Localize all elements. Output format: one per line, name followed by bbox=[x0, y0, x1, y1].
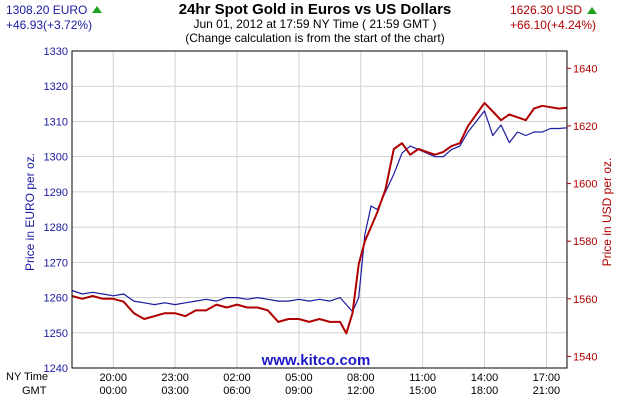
chart-title: 24hr Spot Gold in Euros vs US Dollars bbox=[178, 1, 452, 18]
x-tick-label-ny: 05:00 bbox=[285, 372, 313, 384]
right-tick-label: 1580 bbox=[573, 236, 597, 248]
left-axis-label: Price in EURO per oz. bbox=[23, 153, 37, 271]
gmt-label: GMT bbox=[22, 385, 47, 397]
x-tick-label-ny: 14:00 bbox=[471, 372, 499, 384]
ny-time-label: NY Time bbox=[6, 371, 48, 383]
x-tick-label-gmt: 06:00 bbox=[223, 385, 251, 397]
change-note: (Change calculation is from the start of… bbox=[185, 31, 445, 45]
eur-price: 1308.20 EURO bbox=[6, 3, 103, 17]
usd-price: 1626.30 USD bbox=[509, 3, 582, 17]
series-line-usd bbox=[71, 101, 568, 335]
x-tick-label-gmt: 15:00 bbox=[409, 385, 437, 397]
x-tick-label-ny: 20:00 bbox=[99, 372, 127, 384]
up-arrow-icon bbox=[92, 6, 103, 13]
x-tick-label-gmt: 18:00 bbox=[471, 385, 499, 397]
x-tick-label-ny: 17:00 bbox=[533, 372, 561, 384]
left-tick-label: 1240 bbox=[44, 363, 68, 375]
left-tick-label: 1310 bbox=[44, 116, 68, 128]
right-tick-label: 1620 bbox=[573, 121, 597, 133]
x-tick-label-gmt: 00:00 bbox=[99, 385, 127, 397]
left-tick-label: 1320 bbox=[44, 81, 68, 93]
x-tick-label-gmt: 03:00 bbox=[161, 385, 189, 397]
right-tick-label: 1540 bbox=[573, 351, 597, 363]
left-tick-label: 1270 bbox=[44, 257, 68, 269]
x-tick-label-ny: 11:00 bbox=[409, 372, 436, 384]
chart-subtitle: Jun 01, 2012 at 17:59 NY Time ( 21:59 GM… bbox=[193, 17, 437, 31]
x-tick-label-ny: 23:00 bbox=[161, 372, 189, 384]
x-tick-label-ny: 08:00 bbox=[347, 372, 375, 384]
x-tick-label-gmt: 12:00 bbox=[347, 385, 375, 397]
grid-layer bbox=[72, 50, 567, 369]
plot-frame bbox=[71, 50, 568, 369]
x-tick-label-gmt: 09:00 bbox=[285, 385, 313, 397]
right-tick-label: 1560 bbox=[573, 294, 597, 306]
right-tick-label: 1640 bbox=[573, 63, 597, 75]
left-tick-label: 1260 bbox=[44, 293, 68, 305]
x-tick-label-ny: 02:00 bbox=[223, 372, 251, 384]
right-tick-label: 1600 bbox=[573, 179, 597, 191]
eur-price-value: 1308.20 EURO bbox=[6, 3, 88, 17]
left-tick-label: 1250 bbox=[44, 328, 68, 340]
left-tick-label: 1290 bbox=[44, 187, 68, 199]
watermark-text: www.kitco.com bbox=[261, 352, 371, 369]
left-tick-label: 1280 bbox=[44, 222, 68, 234]
eur-change: +46.93(+3.72%) bbox=[6, 18, 93, 32]
left-tick-label: 1330 bbox=[44, 46, 68, 58]
up-arrow-icon bbox=[587, 7, 597, 14]
x-tick-label-gmt: 21:00 bbox=[533, 385, 561, 397]
series-layer bbox=[71, 101, 568, 335]
left-tick-label: 1300 bbox=[44, 152, 68, 164]
axis-layer: 1240 1250 1260 1270 1280 1290 1300 1310 1320 1330… bbox=[44, 46, 598, 397]
right-axis-label: Price in USD per oz. bbox=[600, 158, 614, 267]
series-line-euro bbox=[71, 110, 568, 313]
usd-change: +66.10(+4.24%) bbox=[509, 18, 596, 32]
